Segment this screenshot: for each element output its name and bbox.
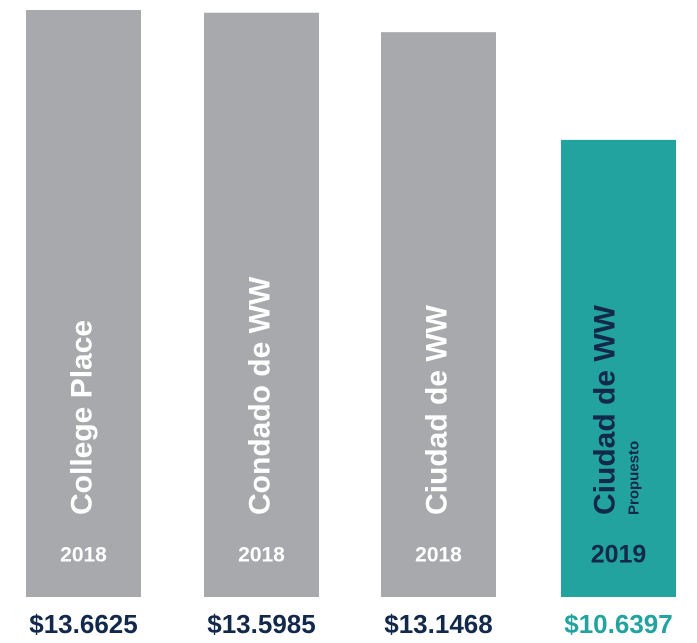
value-label: $10.6397 xyxy=(564,609,672,639)
category-label: College Place xyxy=(65,320,98,515)
bar xyxy=(381,32,496,598)
sublabel: Propuesto xyxy=(625,441,642,515)
year-label: 2018 xyxy=(415,544,462,567)
category-label: Ciudad de WW xyxy=(588,304,621,515)
value-label: $13.5985 xyxy=(207,609,315,639)
value-label: $13.1468 xyxy=(384,609,492,639)
bar xyxy=(561,139,676,597)
bar xyxy=(26,10,141,597)
category-label: Condado de WW xyxy=(243,276,276,515)
year-label: 2018 xyxy=(60,544,107,567)
year-label: 2018 xyxy=(238,544,285,567)
category-label: Ciudad de WW xyxy=(420,304,453,515)
value-label: $13.6625 xyxy=(29,609,137,639)
year-label: 2019 xyxy=(591,541,647,569)
bar xyxy=(204,12,319,598)
